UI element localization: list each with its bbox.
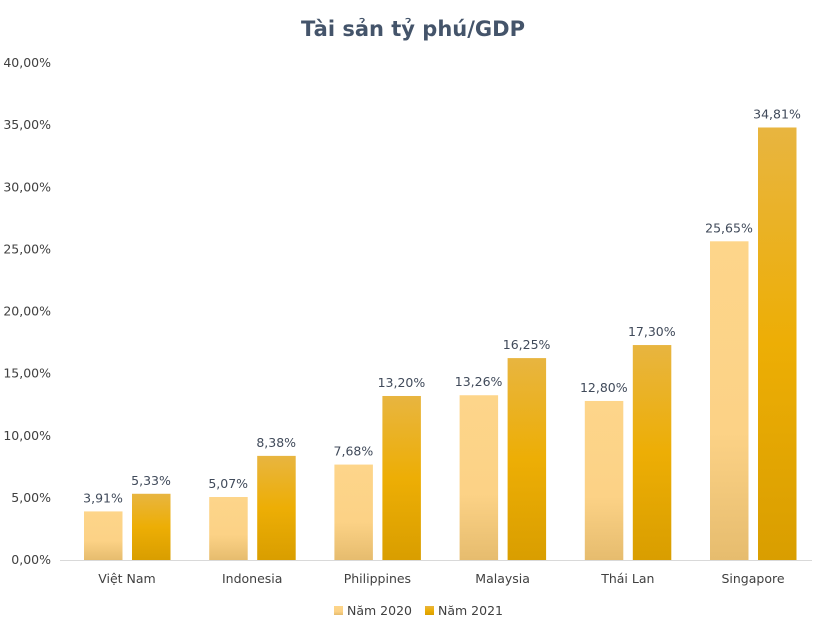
x-tick-label: Malaysia [475, 571, 530, 586]
legend: Năm 2020 Năm 2021 [334, 603, 503, 618]
y-tick-label: 5,00% [11, 490, 51, 505]
bar-2021 [758, 127, 797, 560]
x-tick-label: Indonesia [222, 571, 282, 586]
bar-2021 [382, 395, 421, 560]
bar-2020 [334, 464, 373, 560]
bar-2021 [507, 358, 547, 560]
y-tick-label: 40,00% [3, 55, 51, 70]
data-label: 13,26% [455, 374, 503, 389]
data-label: 3,91% [83, 490, 123, 505]
x-axis: Việt Nam Indonesia Philippines Malaysia Thái… [98, 571, 785, 586]
data-label: 5,07% [208, 476, 248, 491]
y-tick-label: 15,00% [3, 366, 51, 381]
y-axis: 0,00% 5,00% 10,00% 15,00% 20,00% 25,00% 30,00%… [3, 55, 51, 567]
y-tick-label: 20,00% [3, 304, 51, 319]
bar-2020 [584, 400, 624, 560]
data-label: 7,68% [334, 444, 374, 459]
bar-2020 [710, 241, 749, 560]
data-label: 8,38% [256, 435, 296, 450]
bar-2020 [209, 497, 248, 560]
x-tick-label: Philippines [344, 571, 411, 586]
data-label: 16,25% [503, 337, 551, 352]
legend-label-2020: Năm 2020 [347, 603, 412, 618]
legend-swatch-2021 [425, 606, 434, 615]
data-label: 34,81% [753, 106, 801, 121]
bar-2021 [132, 493, 171, 560]
legend-label-2021: Năm 2021 [438, 603, 503, 618]
legend-swatch-2020 [334, 606, 343, 615]
x-tick-label: Việt Nam [98, 571, 156, 586]
y-tick-label: 25,00% [3, 241, 51, 256]
data-label: 17,30% [628, 324, 676, 339]
bar-2020 [84, 511, 123, 560]
bar-2021 [632, 345, 672, 560]
data-label: 13,20% [378, 375, 426, 390]
data-label: 12,80% [580, 380, 628, 395]
data-label: 25,65% [705, 220, 753, 235]
data-label: 5,33% [131, 473, 171, 488]
bar-2020 [459, 395, 499, 560]
bar-2021 [257, 455, 296, 560]
y-tick-label: 10,00% [3, 428, 51, 443]
y-tick-label: 30,00% [3, 179, 51, 194]
x-tick-label: Singapore [721, 571, 784, 586]
x-tick-label: Thái Lan [600, 571, 654, 586]
chart-title: Tài sản tỷ phú/GDP [301, 17, 525, 41]
y-tick-label: 0,00% [11, 552, 51, 567]
bars: 3,91% 5,33% 5,07% 8,38% 7,68% 13,20% 13,26% 16,… [83, 106, 801, 560]
y-tick-label: 35,00% [3, 117, 51, 132]
